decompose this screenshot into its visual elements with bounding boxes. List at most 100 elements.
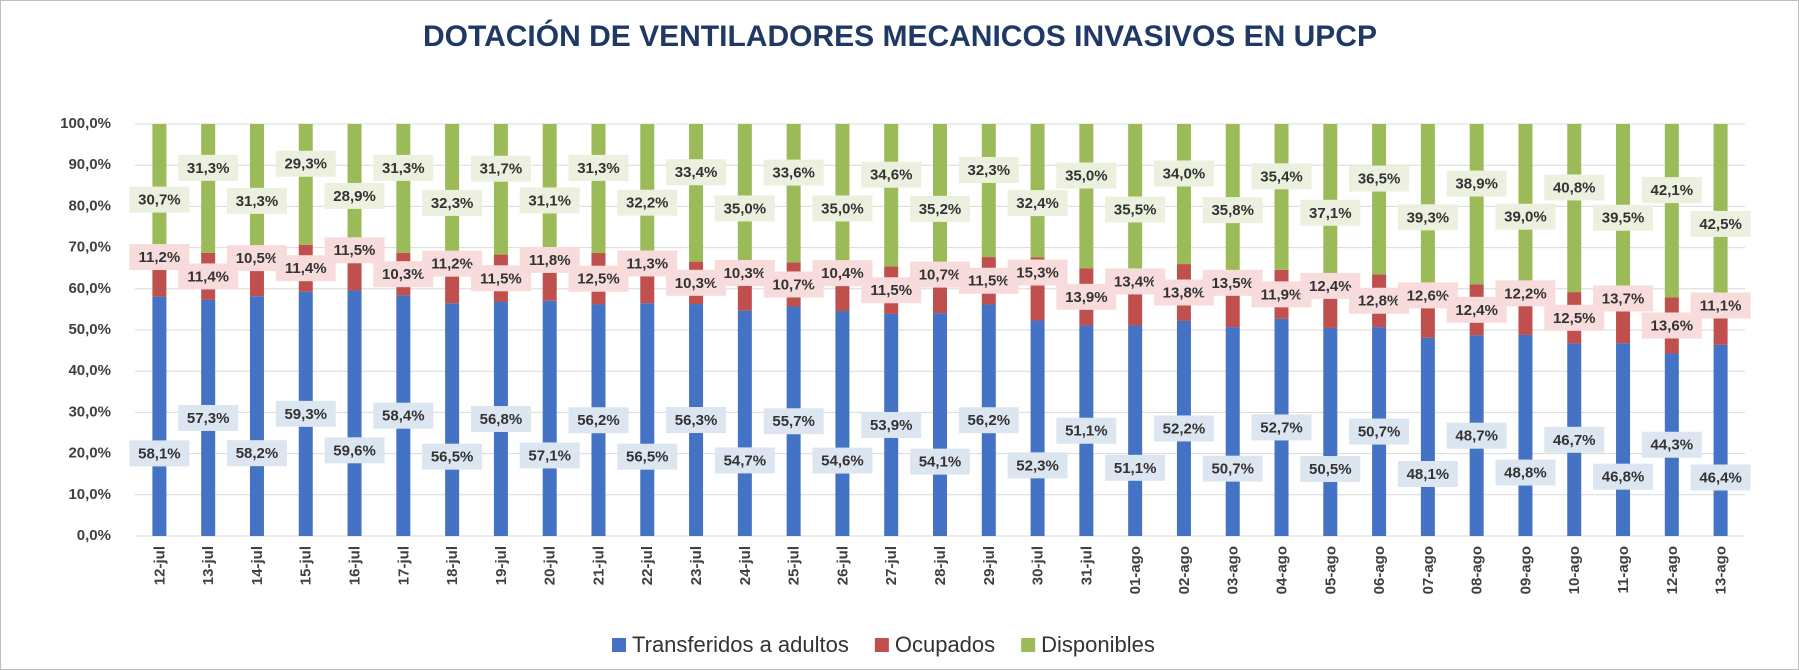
data-label-text: 11,2% bbox=[139, 249, 181, 266]
data-label-box bbox=[1153, 160, 1214, 187]
bar-segment bbox=[1030, 320, 1045, 536]
x-tick-label: 11-ago bbox=[1615, 546, 1632, 594]
data-label: 56,3% bbox=[666, 407, 727, 434]
bar-segment bbox=[1518, 334, 1533, 536]
data-label-text: 51,1% bbox=[1114, 460, 1157, 477]
x-tick-label: 30-jul bbox=[1030, 546, 1047, 585]
data-label: 31,3% bbox=[178, 154, 239, 181]
data-label: 56,2% bbox=[958, 407, 1019, 434]
data-label: 56,5% bbox=[422, 443, 483, 470]
data-label-text: 38,9% bbox=[1455, 176, 1498, 193]
bar-segment bbox=[591, 124, 606, 253]
bar-segment bbox=[981, 124, 996, 258]
data-label-text: 52,3% bbox=[1016, 457, 1059, 474]
data-label: 48,8% bbox=[1495, 459, 1556, 486]
x-tick-label: 10-ago bbox=[1566, 546, 1583, 594]
data-label-text: 46,8% bbox=[1602, 469, 1645, 486]
data-label-text: 36,5% bbox=[1358, 171, 1401, 188]
bar-segment bbox=[1079, 124, 1094, 269]
data-label-box bbox=[373, 402, 434, 429]
y-tick-label: 10,0% bbox=[68, 486, 111, 503]
data-label-box bbox=[373, 154, 434, 181]
data-label-box bbox=[1251, 163, 1312, 190]
data-label: 56,8% bbox=[470, 405, 531, 432]
data-label: 59,6% bbox=[324, 437, 385, 464]
legend-swatch bbox=[874, 638, 889, 652]
data-label-text: 31,3% bbox=[236, 193, 279, 210]
data-label-text: 12,4% bbox=[1455, 302, 1498, 319]
data-label-box bbox=[1105, 196, 1166, 223]
data-label-text: 35,5% bbox=[1114, 201, 1157, 218]
data-label-text: 30,7% bbox=[138, 192, 181, 209]
data-label-text: 31,3% bbox=[382, 160, 425, 177]
y-tick-label: 0,0% bbox=[77, 527, 111, 544]
data-label: 33,4% bbox=[666, 159, 727, 186]
data-label: 59,3% bbox=[275, 400, 336, 427]
data-label-text: 10,7% bbox=[919, 267, 962, 284]
data-label: 12,5% bbox=[1544, 304, 1605, 331]
bar-segment bbox=[298, 124, 313, 245]
bar-segment bbox=[1616, 343, 1631, 536]
data-label: 57,1% bbox=[519, 442, 580, 469]
data-label-text: 39,5% bbox=[1602, 210, 1645, 227]
data-label-box bbox=[1007, 259, 1068, 286]
legend-label: Ocupados bbox=[895, 632, 995, 657]
data-label: 35,8% bbox=[1202, 197, 1263, 224]
data-label: 37,1% bbox=[1300, 199, 1361, 226]
data-label-text: 28,9% bbox=[333, 188, 376, 205]
data-label-text: 13,8% bbox=[1163, 284, 1206, 301]
data-label: 35,0% bbox=[812, 195, 873, 222]
data-label: 11,1% bbox=[1690, 292, 1751, 319]
y-tick-label: 90,0% bbox=[68, 156, 111, 173]
data-label: 48,1% bbox=[1397, 460, 1458, 487]
data-label-text: 34,0% bbox=[1163, 165, 1206, 182]
data-label: 31,3% bbox=[568, 154, 629, 181]
data-label: 29,3% bbox=[275, 150, 336, 177]
bar-segment bbox=[542, 300, 557, 536]
x-tick-label: 14-jul bbox=[249, 546, 266, 585]
data-label-box bbox=[1593, 463, 1654, 490]
x-tick-label: 31-jul bbox=[1078, 546, 1095, 585]
data-label: 54,6% bbox=[812, 447, 873, 474]
data-label-text: 39,0% bbox=[1504, 209, 1547, 226]
data-label-box bbox=[519, 442, 580, 469]
data-label-text: 10,3% bbox=[382, 266, 425, 283]
data-label-box bbox=[617, 189, 678, 216]
data-label: 56,5% bbox=[617, 443, 678, 470]
bar-segment bbox=[1274, 124, 1289, 270]
data-label: 44,3% bbox=[1641, 431, 1702, 458]
data-label-text: 11,2% bbox=[431, 256, 473, 273]
data-label-text: 11,3% bbox=[626, 255, 668, 272]
x-tick-label: 29-jul bbox=[981, 546, 998, 585]
legend-swatch bbox=[612, 638, 626, 652]
data-label: 11,2% bbox=[129, 244, 190, 271]
data-label-box bbox=[812, 195, 873, 222]
data-label: 50,7% bbox=[1202, 455, 1263, 482]
x-tick-label: 22-jul bbox=[639, 546, 656, 585]
x-tick-label: 12-ago bbox=[1664, 546, 1681, 594]
data-label-box bbox=[763, 408, 824, 435]
x-tick-label: 08-ago bbox=[1469, 546, 1486, 594]
data-label-text: 31,3% bbox=[577, 160, 620, 177]
legend-label: Transferidos a adultos bbox=[632, 632, 849, 657]
data-label-text: 52,2% bbox=[1163, 420, 1206, 437]
data-label-text: 31,1% bbox=[528, 192, 571, 209]
y-tick-label: 30,0% bbox=[68, 403, 111, 420]
data-label-text: 11,5% bbox=[870, 282, 912, 299]
data-label-box bbox=[1446, 422, 1507, 449]
x-tick-label: 17-jul bbox=[395, 546, 412, 585]
data-label-box bbox=[324, 437, 385, 464]
bar-segment bbox=[445, 303, 460, 536]
x-tick-label: 04-ago bbox=[1273, 546, 1290, 594]
data-label: 54,7% bbox=[714, 447, 775, 474]
data-label: 50,7% bbox=[1349, 418, 1410, 445]
data-label-box bbox=[910, 195, 970, 222]
data-label-text: 56,3% bbox=[675, 412, 718, 429]
data-label: 52,2% bbox=[1153, 415, 1214, 442]
data-label-text: 32,3% bbox=[431, 195, 474, 212]
x-tick-label: 20-jul bbox=[542, 546, 559, 585]
data-label: 38,9% bbox=[1446, 170, 1507, 197]
x-tick-label: 18-jul bbox=[444, 546, 461, 585]
data-label-box bbox=[324, 237, 385, 264]
